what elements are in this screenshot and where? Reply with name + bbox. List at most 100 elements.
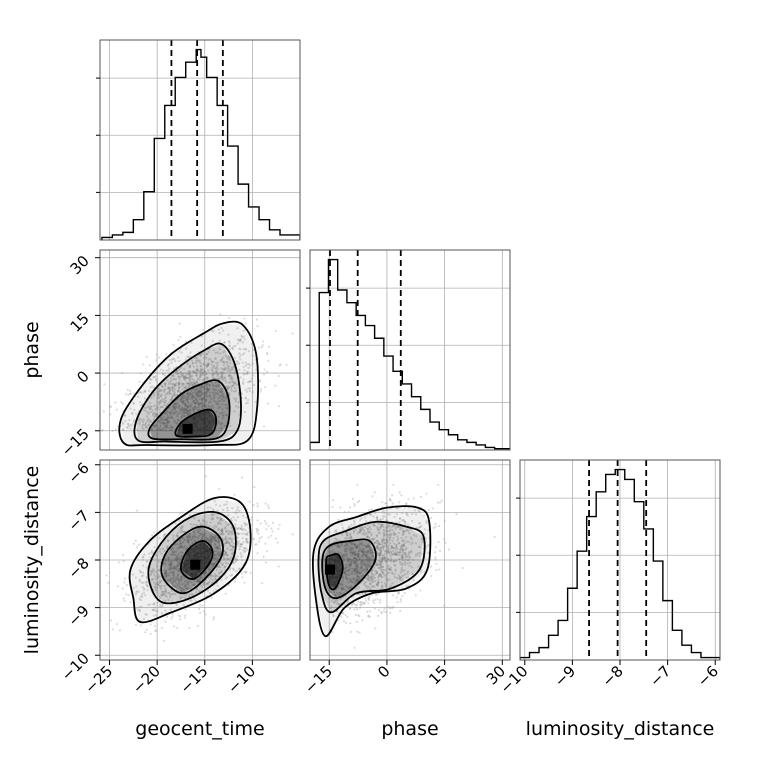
scatter-point [206,572,209,575]
scatter-point [216,391,219,394]
scatter-point [163,422,166,425]
scatter-point [144,594,147,597]
scatter-point [237,542,240,545]
scatter-point [393,546,396,549]
scatter-point [147,406,151,409]
scatter-point [145,628,148,631]
scatter-point [213,563,216,566]
scatter-point [355,563,358,566]
scatter-point [209,521,212,524]
scatter-point [370,578,373,581]
scatter-point [200,391,203,394]
scatter-point [389,498,392,501]
scatter-point [190,396,193,399]
scatter-point [234,560,238,563]
scatter-point [240,527,243,530]
scatter-point [163,593,166,596]
scatter-point [341,556,344,560]
scatter-point [438,525,441,528]
scatter-point [161,398,164,401]
scatter-point [179,618,182,621]
scatter-point [401,549,404,552]
scatter-point [211,404,214,407]
scatter-point [175,382,178,385]
scatter-point [341,588,344,591]
scatter-point [371,538,375,541]
scatter-point [254,543,257,546]
scatter-point [274,384,277,387]
scatter-point [176,569,179,572]
scatter-point [247,398,250,402]
scatter-point [347,587,351,590]
scatter-point [196,393,199,396]
scatter-point [182,376,185,379]
contour-line [312,505,432,638]
scatter-point [379,518,382,522]
scatter-point [365,554,368,557]
scatter-point [193,401,196,405]
scatter-point [186,592,189,596]
scatter-point [176,531,180,534]
scatter-point [146,560,149,564]
scatter-point [338,546,341,549]
scatter-point [244,361,247,364]
scatter-point [178,383,181,386]
scatter-point [222,533,225,536]
scatter-point [184,387,187,390]
scatter-point [358,614,361,618]
scatter-point [178,580,181,583]
scatter-point [197,391,201,394]
scatter-point [177,383,180,387]
scatter-point [370,508,373,511]
scatter-point [366,549,369,553]
scatter-point [266,353,269,356]
scatter-point [179,615,182,618]
scatter-point [210,368,213,371]
scatter-point [235,558,239,561]
scatter-point [381,511,384,514]
scatter-point [172,357,175,360]
scatter-point [418,522,422,525]
scatter-point [170,358,174,361]
scatter-point [267,536,270,539]
density-level [318,521,424,613]
scatter-point [405,584,408,588]
scatter-point [367,545,371,548]
scatter-point [232,562,235,565]
scatter-point [226,388,229,391]
scatter-point [198,398,201,401]
scatter-point [270,534,273,537]
scatter-point [198,528,202,531]
scatter-point [214,392,217,396]
scatter-point [178,560,181,563]
scatter-point [157,560,160,563]
scatter-point [83,416,85,418]
scatter-point [345,566,348,570]
scatter-point [435,562,438,565]
scatter-point [169,382,173,385]
scatter-point [389,554,392,558]
scatter-point [391,528,394,532]
scatter-point [222,351,225,354]
scatter-point [403,545,406,548]
scatter-point [168,389,172,392]
scatter-point [421,541,424,544]
scatter-point [360,541,363,544]
scatter-point [372,576,376,579]
scatter-point [155,571,158,574]
scatter-point [221,393,224,396]
scatter-point [226,523,229,527]
scatter-point [188,374,191,377]
scatter-point [366,545,369,548]
scatter-point [244,522,247,525]
scatter-point [177,406,180,409]
scatter-point [353,553,357,556]
scatter-point [217,527,220,530]
scatter-point [417,545,421,549]
scatter-point [381,554,384,558]
scatter-point [203,393,206,396]
scatter-point [384,552,387,555]
scatter-point [350,523,353,526]
scatter-point [340,523,343,526]
